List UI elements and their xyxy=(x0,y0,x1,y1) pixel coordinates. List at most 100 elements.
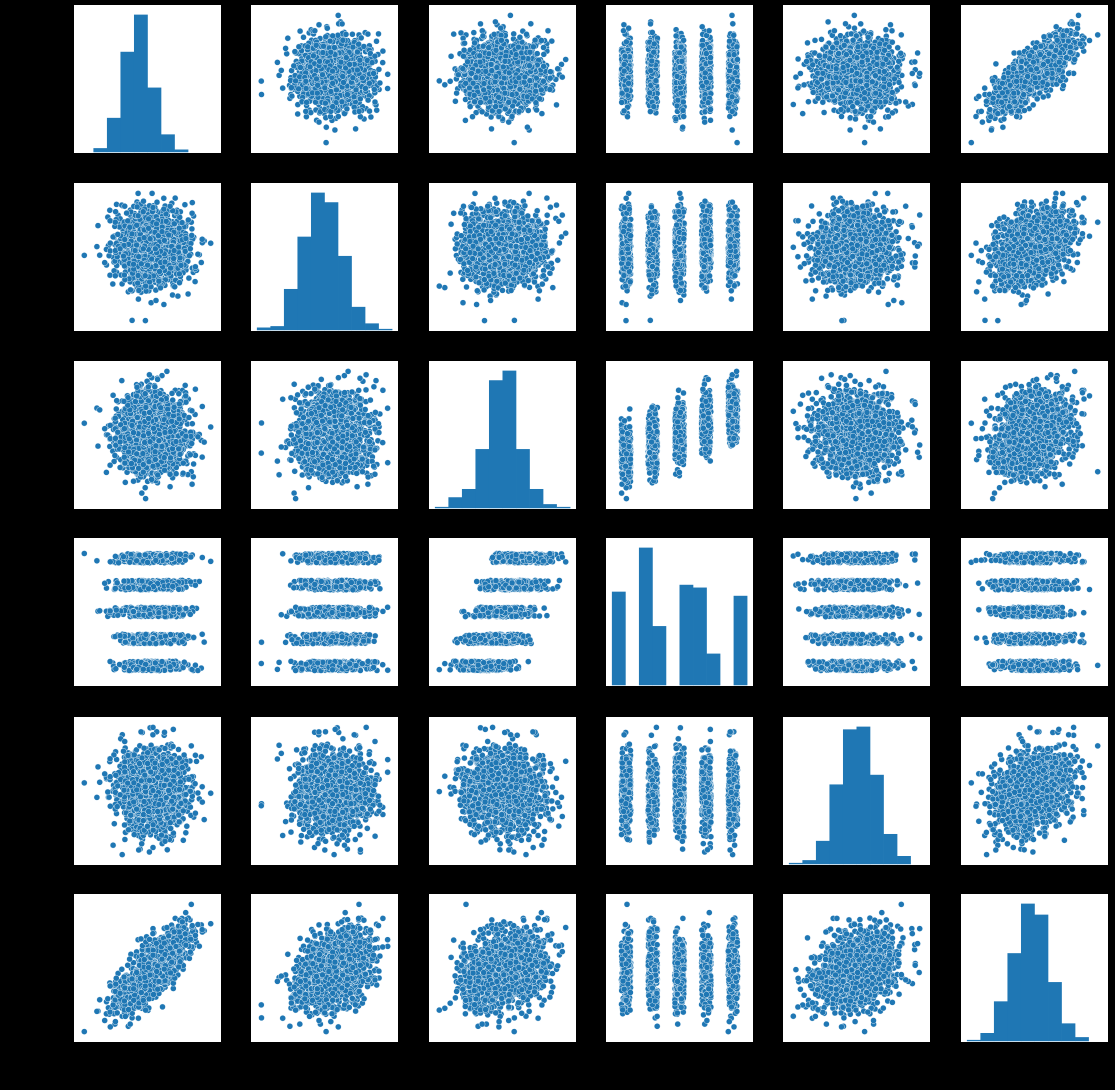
scatter-point xyxy=(377,80,383,86)
scatter-point xyxy=(296,44,302,50)
scatter-point xyxy=(362,85,368,91)
scatter-point xyxy=(328,49,334,55)
scatter-point xyxy=(357,96,363,102)
scatter-point xyxy=(385,71,391,77)
scatter-point xyxy=(340,73,346,79)
scatter-point xyxy=(330,68,336,74)
scatter-point xyxy=(297,28,303,34)
scatter-point xyxy=(356,41,362,47)
scatter-point xyxy=(316,22,322,28)
scatter-point xyxy=(340,37,346,43)
scatter-point xyxy=(366,80,372,86)
scatter-point xyxy=(297,65,303,71)
scatter-point xyxy=(353,126,359,132)
scatter-point xyxy=(358,35,364,41)
scatter-point xyxy=(304,99,310,105)
histogram-bar xyxy=(120,52,134,152)
scatter-point xyxy=(274,59,280,65)
scatter-point xyxy=(288,85,294,91)
scatter-point xyxy=(330,33,336,39)
scatter-point xyxy=(354,49,360,55)
scatter-point xyxy=(315,82,321,88)
scatter-point xyxy=(385,86,391,92)
panel-r0-c2 xyxy=(429,5,576,153)
scatter-point xyxy=(323,140,329,146)
scatter-point xyxy=(356,108,362,114)
scatter-point xyxy=(335,12,341,18)
scatter-point xyxy=(332,127,338,133)
scatter-point xyxy=(312,28,318,34)
scatter-point xyxy=(330,80,336,86)
scatter-point xyxy=(303,78,309,84)
scatter-point xyxy=(303,114,309,120)
scatter-point xyxy=(339,21,345,27)
scatter-point xyxy=(374,38,380,44)
scatter-point xyxy=(323,34,329,40)
scatter-point xyxy=(303,86,309,92)
scatter-point xyxy=(313,42,319,48)
histogram-bar xyxy=(175,150,189,153)
scatter-point xyxy=(359,75,365,81)
scatter-point xyxy=(344,92,350,98)
scatter-point xyxy=(357,114,363,120)
scatter-point xyxy=(295,111,301,117)
scatter-point xyxy=(314,90,320,96)
panel-r0-c0 xyxy=(74,5,221,153)
scatter-point xyxy=(341,79,347,85)
scatter-point xyxy=(259,92,265,98)
scatter-point xyxy=(284,51,290,57)
scatter-point xyxy=(296,86,302,92)
histogram-bar xyxy=(134,15,148,153)
scatter-point xyxy=(372,99,378,105)
scatter-point xyxy=(292,49,298,55)
scatter-point xyxy=(322,100,328,106)
scatter-point xyxy=(280,85,286,91)
scatter-point xyxy=(447,78,453,84)
histogram-bar xyxy=(93,148,107,152)
scatter-point xyxy=(353,87,359,93)
scatter-point xyxy=(492,19,498,25)
scatter-point xyxy=(351,94,357,100)
scatter-point xyxy=(368,114,374,120)
scatter-point xyxy=(365,97,371,103)
histogram-bar xyxy=(107,118,121,152)
scatter-point xyxy=(314,76,320,82)
scatter-point xyxy=(471,30,477,36)
scatter-point xyxy=(323,124,329,130)
scatter-point xyxy=(371,87,377,93)
scatter-point xyxy=(350,75,356,81)
scatter-point xyxy=(324,25,330,31)
scatter-point xyxy=(376,66,382,72)
scatter-point xyxy=(278,67,284,73)
scatter-point xyxy=(376,31,382,37)
scatter-point xyxy=(367,108,373,114)
panel-r0-c1 xyxy=(251,5,398,153)
scatter-point xyxy=(320,50,326,56)
histogram-bar xyxy=(148,88,162,153)
scatter-point xyxy=(338,59,344,65)
scatter-point xyxy=(349,31,355,37)
scatter-point xyxy=(321,43,327,49)
scatter-point xyxy=(350,44,356,50)
scatter-point xyxy=(380,60,386,66)
scatter-point xyxy=(258,78,264,84)
scatter-point xyxy=(357,57,363,63)
scatter-point xyxy=(301,34,307,40)
scatter-point xyxy=(328,89,334,95)
scatter-point xyxy=(354,67,360,73)
scatter-point xyxy=(291,63,297,69)
scatter-point xyxy=(374,107,380,113)
scatter-point xyxy=(303,108,309,114)
scatter-point xyxy=(365,31,371,37)
scatter-point xyxy=(285,35,291,41)
scatter-point xyxy=(322,85,328,91)
scatter-point xyxy=(289,93,295,99)
scatter-point xyxy=(305,44,311,50)
scatter-point xyxy=(344,106,350,112)
scatter-point xyxy=(293,78,299,84)
scatter-point xyxy=(347,61,353,67)
scatter-point xyxy=(310,53,316,59)
scatter-point xyxy=(372,53,378,59)
scatter-point xyxy=(343,31,349,37)
